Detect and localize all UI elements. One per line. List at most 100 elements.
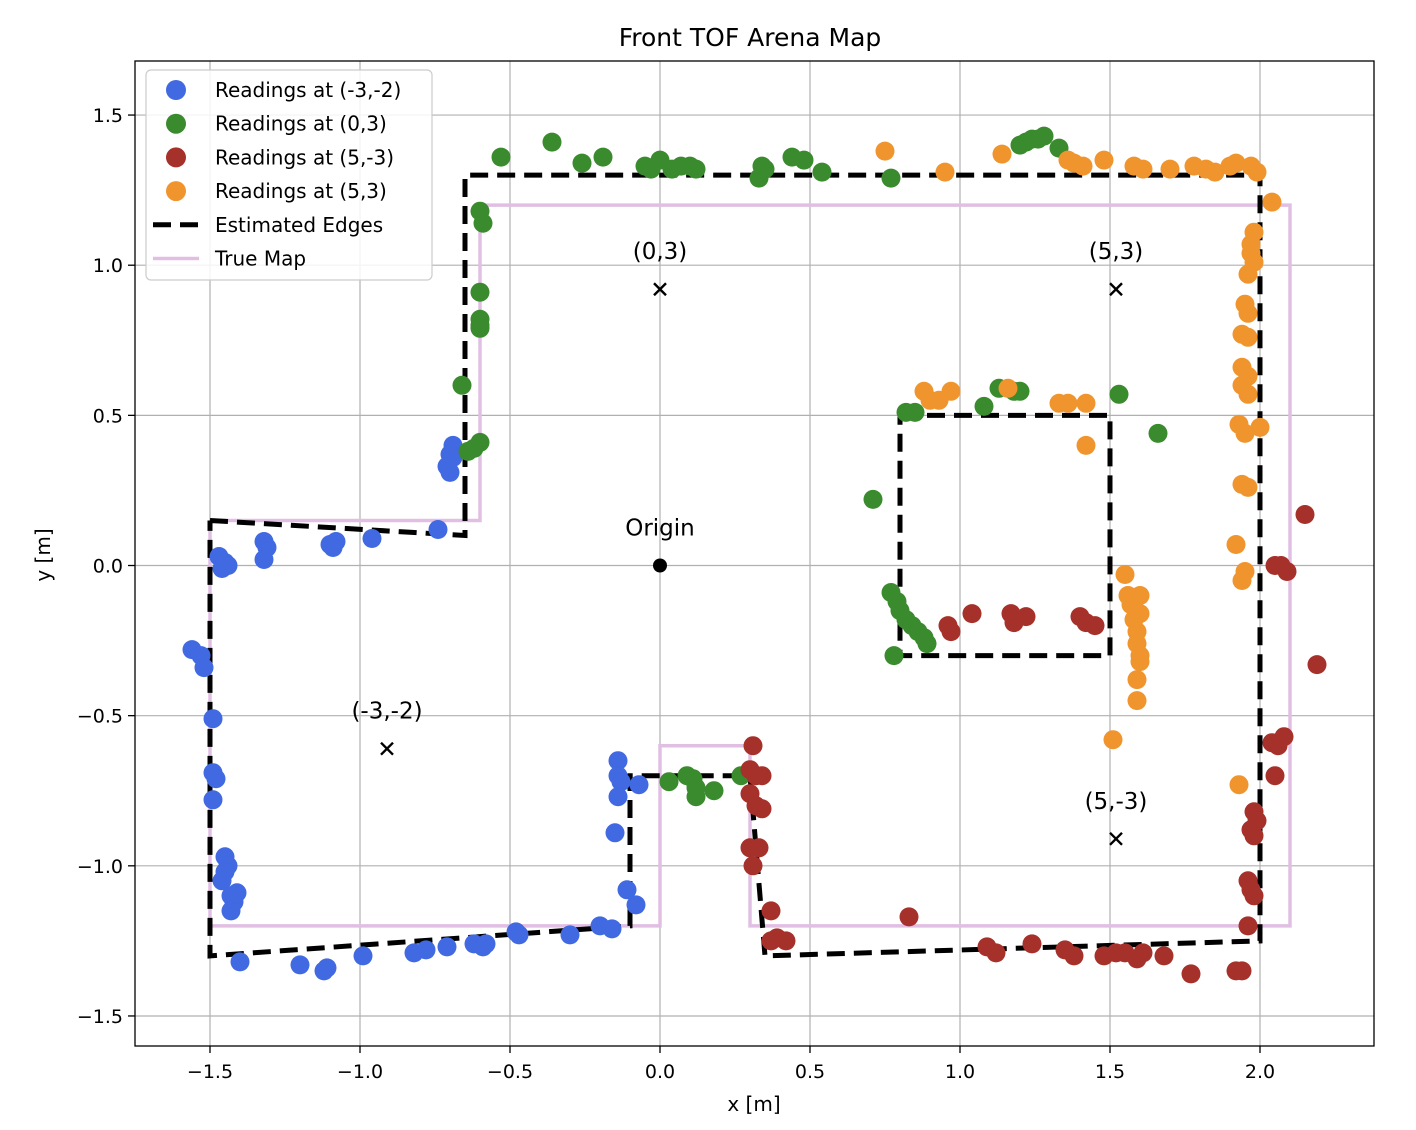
reading-point-series-3 — [1248, 163, 1267, 182]
reading-point-series-0 — [627, 895, 646, 914]
reading-point-series-1 — [1035, 127, 1054, 146]
reading-point-series-0 — [417, 940, 436, 959]
reading-point-series-3 — [942, 382, 961, 401]
x-axis-label: x [m] — [727, 1092, 780, 1116]
reading-point-series-3 — [1239, 304, 1258, 323]
reading-point-series-2 — [1065, 946, 1084, 965]
chart-title: Front TOF Arena Map — [619, 23, 882, 52]
reading-point-series-3 — [1161, 160, 1180, 179]
legend-label: Estimated Edges — [215, 213, 383, 237]
reading-point-series-2 — [750, 838, 769, 857]
reading-point-series-3 — [1263, 193, 1282, 212]
reading-point-series-1 — [543, 133, 562, 152]
reading-point-series-2 — [1155, 946, 1174, 965]
reading-point-series-3 — [1131, 604, 1150, 623]
reading-point-series-2 — [1017, 607, 1036, 626]
y-tick-label: −1.5 — [77, 1006, 123, 1028]
reading-point-series-0 — [354, 946, 373, 965]
reading-point-series-3 — [1116, 565, 1135, 584]
pose-label: (5,3) — [1089, 239, 1144, 265]
reading-point-series-2 — [753, 799, 772, 818]
reading-point-series-2 — [963, 604, 982, 623]
reading-point-series-0 — [477, 934, 496, 953]
x-tick-label: 1.5 — [1095, 1061, 1125, 1083]
reading-point-series-3 — [1128, 691, 1147, 710]
reading-point-series-1 — [687, 160, 706, 179]
y-tick-label: 1.0 — [93, 255, 123, 277]
reading-point-series-2 — [900, 907, 919, 926]
reading-point-series-1 — [573, 154, 592, 173]
x-tick-label: −1.0 — [337, 1061, 383, 1083]
reading-point-series-1 — [1149, 424, 1168, 443]
reading-point-series-3 — [1104, 730, 1123, 749]
reading-point-series-1 — [594, 148, 613, 167]
reading-point-series-1 — [492, 148, 511, 167]
reading-point-series-3 — [1095, 151, 1114, 170]
reading-point-series-1 — [1110, 385, 1129, 404]
reading-point-series-3 — [1230, 775, 1249, 794]
reading-point-series-1 — [453, 376, 472, 395]
reading-point-series-1 — [474, 214, 493, 233]
reading-point-series-2 — [744, 856, 763, 875]
reading-point-series-1 — [882, 169, 901, 188]
reading-point-series-2 — [1245, 886, 1264, 905]
pose-label: (0,3) — [633, 239, 688, 265]
legend-swatch — [166, 147, 186, 167]
legend: Readings at (-3,-2) Readings at (0,3) Read… — [146, 70, 432, 280]
reading-point-series-3 — [1134, 160, 1153, 179]
y-tick-label: −0.5 — [77, 706, 123, 728]
reading-point-series-3 — [1239, 385, 1258, 404]
reading-point-series-1 — [795, 151, 814, 170]
reading-point-series-1 — [885, 646, 904, 665]
reading-point-series-0 — [207, 769, 226, 788]
pose-label: (-3,-2) — [351, 699, 422, 725]
reading-point-series-1 — [975, 397, 994, 416]
y-tick-label: 0.0 — [93, 556, 123, 578]
legend-swatch — [166, 80, 186, 100]
reading-point-series-0 — [363, 529, 382, 548]
reading-point-series-2 — [1086, 616, 1105, 635]
reading-point-series-1 — [687, 787, 706, 806]
legend-label: True Map — [214, 247, 306, 271]
reading-point-series-3 — [1077, 436, 1096, 455]
reading-point-series-0 — [231, 952, 250, 971]
origin-dot — [653, 559, 667, 573]
x-tick-label: 0.5 — [795, 1061, 825, 1083]
reading-point-series-2 — [1239, 916, 1258, 935]
reading-point-series-2 — [1245, 826, 1264, 845]
reading-point-series-0 — [204, 709, 223, 728]
reading-point-series-2 — [762, 901, 781, 920]
reading-point-series-3 — [1131, 652, 1150, 671]
reading-point-series-3 — [1227, 535, 1246, 554]
x-tick-label: 2.0 — [1245, 1061, 1275, 1083]
reading-point-series-0 — [228, 883, 247, 902]
reading-point-series-1 — [918, 634, 937, 653]
reading-point-series-1 — [471, 319, 490, 338]
reading-point-series-3 — [1239, 478, 1258, 497]
legend-label: Readings at (-3,-2) — [215, 78, 401, 102]
reading-point-series-1 — [813, 163, 832, 182]
reading-point-series-3 — [1077, 394, 1096, 413]
reading-point-series-0 — [222, 901, 241, 920]
reading-point-series-2 — [1275, 727, 1294, 746]
legend-swatch — [166, 181, 186, 201]
reading-point-series-0 — [510, 925, 529, 944]
reading-point-series-1 — [864, 490, 883, 509]
pose-label: (5,-3) — [1085, 789, 1148, 815]
reading-point-series-0 — [291, 955, 310, 974]
reading-point-series-3 — [1128, 670, 1147, 689]
x-tick-label: 1.0 — [945, 1061, 975, 1083]
reading-point-series-2 — [777, 931, 796, 950]
reading-point-series-2 — [987, 943, 1006, 962]
reading-point-series-0 — [630, 775, 649, 794]
reading-point-series-0 — [195, 658, 214, 677]
reading-point-series-3 — [1239, 265, 1258, 284]
reading-point-series-2 — [1233, 961, 1252, 980]
reading-point-series-1 — [906, 403, 925, 422]
reading-point-series-0 — [603, 919, 622, 938]
reading-point-series-2 — [1296, 505, 1315, 524]
x-tick-label: −0.5 — [487, 1061, 533, 1083]
reading-point-series-0 — [318, 958, 337, 977]
y-tick-label: 0.5 — [93, 405, 123, 427]
